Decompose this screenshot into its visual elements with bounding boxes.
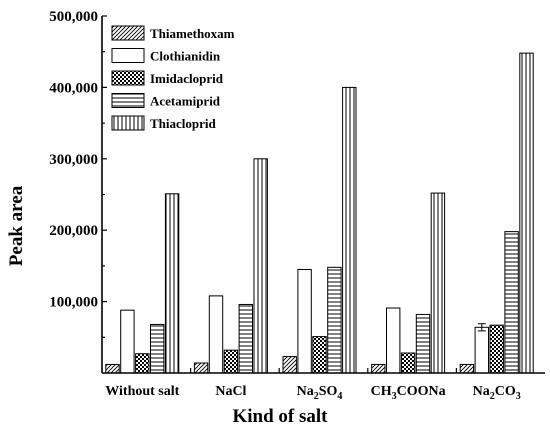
x-tick-label-subscript: 2: [490, 391, 495, 402]
bar-hlines-0: [150, 323, 165, 374]
x-tick-label-part: CO: [495, 384, 516, 399]
bar-blank-1: [208, 295, 224, 374]
x-tick-label: NaCl: [215, 384, 246, 399]
legend-swatch-diag: [111, 25, 145, 41]
x-tick-label: Na2CO3: [473, 384, 521, 402]
legend-swatch-check: [111, 70, 145, 86]
bar-hlines-4: [504, 231, 519, 374]
bar-check-0: [135, 353, 150, 374]
x-tick-label-part: Na: [473, 384, 490, 399]
bar-vlines-4: [519, 52, 534, 374]
legend-label: Thiamethoxam: [150, 26, 235, 41]
x-tick-label-part: SO: [319, 384, 338, 399]
bar-diag-0: [105, 363, 120, 374]
bar-hlines-3: [415, 313, 431, 374]
bar-diag-1: [193, 362, 209, 374]
bar-vlines-3: [430, 192, 446, 374]
x-axis-title: Kind of salt: [232, 406, 328, 427]
x-tick-label: Without salt: [105, 384, 179, 399]
y-axis-title: Peak area: [6, 185, 27, 266]
bar-hlines-2: [327, 266, 342, 374]
x-tick-label-subscript: 3: [392, 391, 397, 402]
bar-blank-4: [474, 326, 490, 374]
legend-label: Thiacloprid: [150, 116, 217, 131]
bar-check-2: [312, 336, 327, 374]
y-tick-label: 400,000: [49, 80, 98, 96]
legend-swatch-blank: [111, 48, 145, 63]
bar-diag-3: [371, 363, 386, 374]
bar-check-1: [223, 349, 239, 374]
bar-check-4: [489, 324, 504, 374]
x-tick-label-part: CH: [371, 384, 392, 399]
x-tick-label: CH3COONa: [371, 384, 446, 402]
y-tick-label: 100,000: [49, 295, 98, 311]
bar-blank-3: [386, 307, 401, 374]
bar-hlines-1: [238, 303, 254, 374]
bar-diag-2: [282, 356, 297, 374]
x-tick-label-part: Without salt: [105, 384, 179, 399]
x-tick-label: Na2SO4: [297, 384, 343, 402]
legend-label: Imidacloprid: [150, 71, 224, 86]
legend-swatch-vlines: [111, 115, 145, 131]
legend-label: Acetamiprid: [150, 94, 221, 109]
y-tick-label: 200,000: [49, 223, 98, 239]
y-ticks-group: 100,000 200,000 300,000 400,000 500,000: [49, 9, 107, 338]
legend-label: Clothianidin: [150, 49, 221, 64]
y-tick-label: 300,000: [49, 152, 98, 168]
bar-vlines-0: [164, 193, 180, 374]
legend: Thiamethoxam Clothianidin Imidacloprid Acet…: [111, 25, 235, 131]
x-tick-label-part: NaCl: [215, 384, 246, 399]
bar-vlines-2: [342, 86, 357, 374]
bar-diag-4: [459, 363, 475, 374]
legend-swatch-hlines: [111, 93, 145, 108]
y-tick-label: 500,000: [49, 9, 98, 25]
error-bars-group: [477, 323, 486, 332]
bars-group: [105, 52, 534, 374]
x-tick-label-part: COONa: [397, 384, 446, 399]
x-ticks-group: Without salt NaCl Na2SO4 CH3COONa Na2CO3: [105, 368, 521, 402]
bar-vlines-1: [253, 158, 268, 374]
x-tick-label-subscript: 4: [337, 391, 342, 402]
bar-check-3: [400, 352, 416, 374]
bar-blank-0: [120, 309, 135, 374]
x-tick-label-part: Na: [297, 384, 314, 399]
x-tick-label-subscript: 2: [314, 391, 319, 402]
bar-blank-2: [297, 268, 312, 374]
x-tick-label-subscript: 3: [516, 391, 521, 402]
